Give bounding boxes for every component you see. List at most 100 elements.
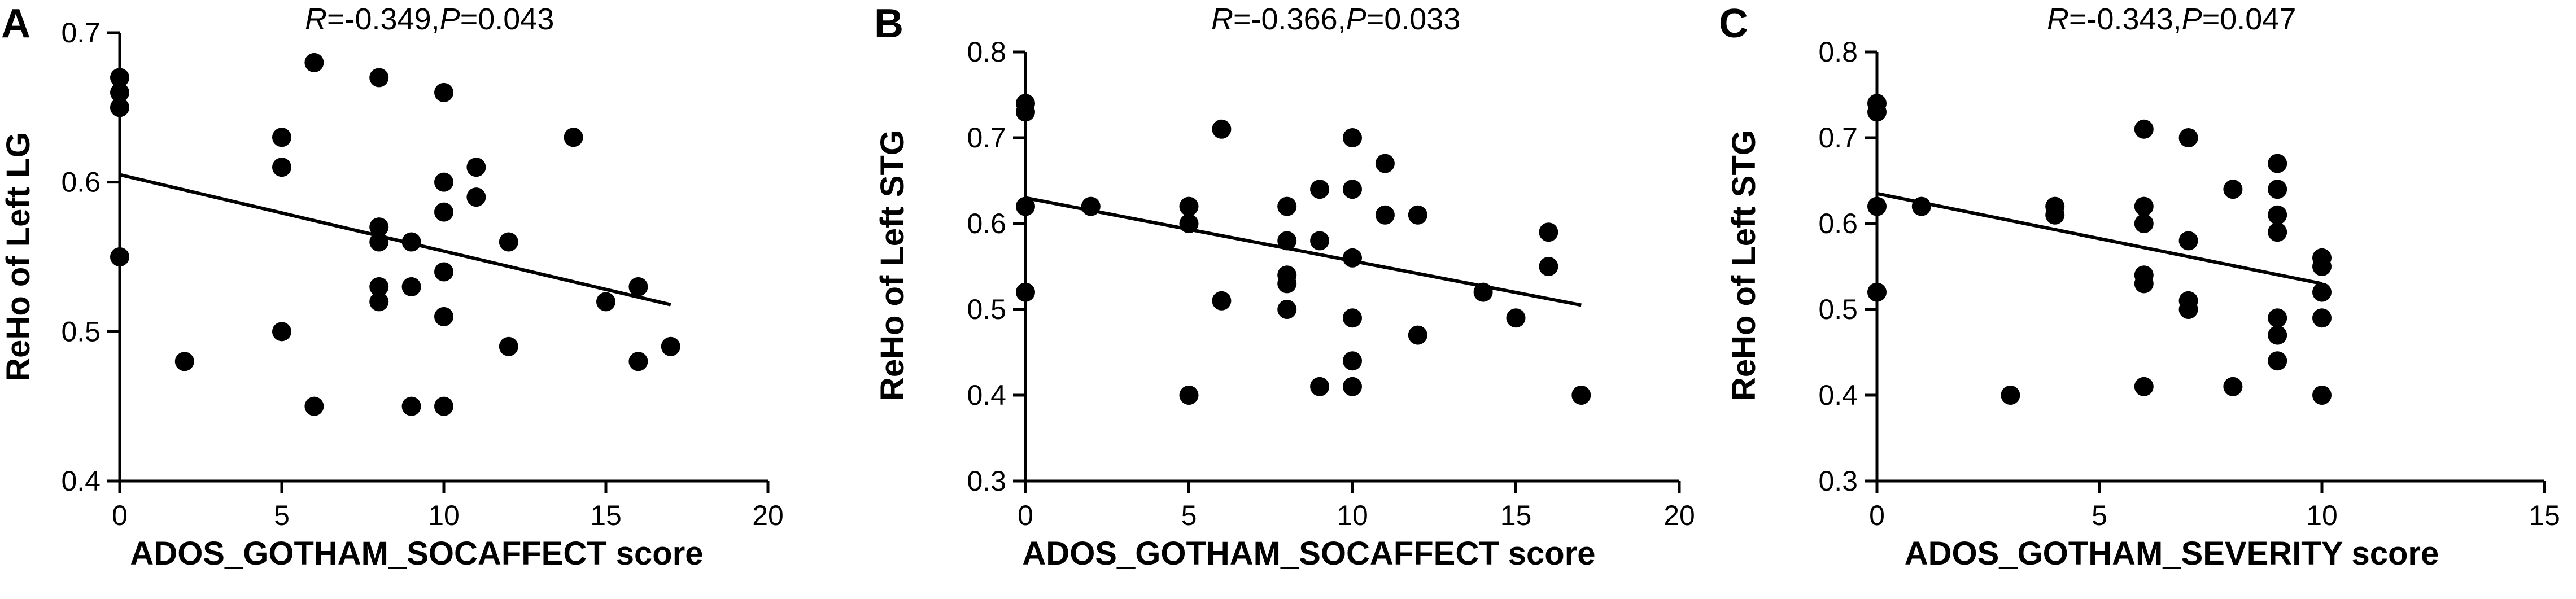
data-point	[1277, 274, 1297, 294]
data-point	[2268, 325, 2287, 345]
data-point	[1539, 222, 1558, 242]
data-point	[2268, 222, 2287, 242]
data-point	[110, 247, 129, 266]
data-point	[1016, 282, 1035, 302]
x-tick-label: 5	[2092, 500, 2107, 531]
x-axis-title: ADOS_GOTHAM_SOCAFFECT score	[1022, 535, 1595, 572]
data-point	[369, 277, 389, 296]
data-point	[110, 68, 129, 88]
data-point	[1408, 325, 1427, 345]
data-point	[2223, 377, 2243, 396]
data-point	[272, 322, 291, 342]
data-point	[2178, 300, 2198, 319]
data-point	[2223, 180, 2243, 199]
p-value: =0.043	[460, 2, 555, 36]
y-tick-label: 0.5	[61, 316, 101, 347]
data-point	[1343, 308, 1362, 328]
regression-line	[1025, 196, 1582, 307]
y-axis-title: ReHo of Left STG	[874, 130, 911, 401]
r-label: R	[305, 2, 327, 36]
data-point	[499, 336, 518, 356]
y-tick-label: 0.6	[61, 167, 101, 198]
data-point	[110, 98, 129, 117]
data-point	[1179, 386, 1199, 405]
data-point	[434, 307, 453, 326]
y-axis-title: ReHo of Left LG	[0, 132, 37, 381]
data-point	[1016, 102, 1035, 122]
x-tick-label: 0	[1869, 500, 1885, 531]
data-point	[434, 262, 453, 282]
data-point	[661, 336, 680, 356]
data-point	[1310, 377, 1330, 396]
data-point	[401, 232, 421, 252]
data-point	[1539, 257, 1558, 276]
p-label: P	[1346, 2, 1366, 36]
x-tick-label: 10	[2306, 500, 2338, 531]
data-point	[1867, 196, 1887, 216]
data-point	[401, 277, 421, 296]
data-point	[1375, 154, 1395, 173]
x-tick-label: 5	[1181, 500, 1197, 531]
data-point	[499, 232, 518, 252]
data-point	[1408, 205, 1427, 225]
data-point	[304, 53, 324, 72]
p-label: P	[2182, 2, 2202, 36]
data-point	[1343, 377, 1362, 396]
data-point	[2045, 205, 2065, 225]
y-tick-label: 0.4	[61, 465, 101, 497]
data-point	[2268, 154, 2287, 173]
data-point	[1212, 291, 1232, 311]
panel-label: C	[1719, 1, 1748, 46]
correlation-annotation: R=-0.366,P=0.033	[1211, 2, 1460, 36]
data-point	[466, 158, 486, 177]
data-point	[174, 352, 194, 371]
correlation-annotation: R=-0.343,P=0.047	[2047, 2, 2296, 36]
data-point	[1473, 282, 1493, 302]
p-label: P	[440, 2, 460, 36]
y-tick-label: 0.8	[967, 36, 1006, 68]
data-point	[1081, 196, 1101, 216]
x-axis-title: ADOS_GOTHAM_SEVERITY score	[1905, 535, 2439, 572]
data-point	[2134, 196, 2154, 216]
data-point	[1310, 180, 1330, 199]
data-point	[434, 396, 453, 416]
data-point	[2001, 386, 2020, 405]
y-tick-label: 0.4	[967, 379, 1006, 411]
r-value: =-0.343,	[2069, 2, 2182, 36]
data-point	[304, 396, 324, 416]
data-point	[2268, 180, 2287, 199]
y-tick-label: 0.4	[1818, 379, 1858, 411]
data-point	[1277, 300, 1297, 319]
y-axis-title: ReHo of Left STG	[1726, 130, 1762, 401]
y-tick-label: 0.7	[1818, 122, 1858, 154]
data-point	[2312, 386, 2332, 405]
x-tick-label: 20	[1664, 500, 1695, 531]
data-point	[2134, 377, 2154, 396]
x-tick-label: 10	[1337, 500, 1368, 531]
data-point	[1911, 196, 1931, 216]
y-tick-label: 0.3	[967, 465, 1006, 497]
y-tick-label: 0.6	[1818, 208, 1858, 239]
x-tick-label: 15	[1500, 500, 1532, 531]
data-point	[1277, 231, 1297, 251]
y-tick-label: 0.3	[1818, 465, 1858, 497]
r-label: R	[2047, 2, 2069, 36]
data-point	[1571, 386, 1591, 405]
data-point	[2268, 351, 2287, 371]
x-tick-label: 5	[274, 500, 290, 531]
y-tick-label: 0.8	[1818, 36, 1858, 68]
data-point	[596, 292, 615, 312]
y-tick-label: 0.5	[1818, 294, 1858, 325]
data-point	[2134, 214, 2154, 233]
y-tick-label: 0.6	[967, 208, 1006, 239]
p-value: =0.047	[2202, 2, 2296, 36]
data-point	[2178, 231, 2198, 251]
data-point	[564, 128, 583, 147]
data-point	[110, 82, 129, 102]
x-tick-label: 0	[112, 500, 128, 531]
x-tick-label: 15	[590, 500, 622, 531]
data-point	[628, 277, 648, 296]
r-value: =-0.349,	[327, 2, 440, 36]
data-point	[2178, 128, 2198, 147]
data-point	[1506, 308, 1526, 328]
